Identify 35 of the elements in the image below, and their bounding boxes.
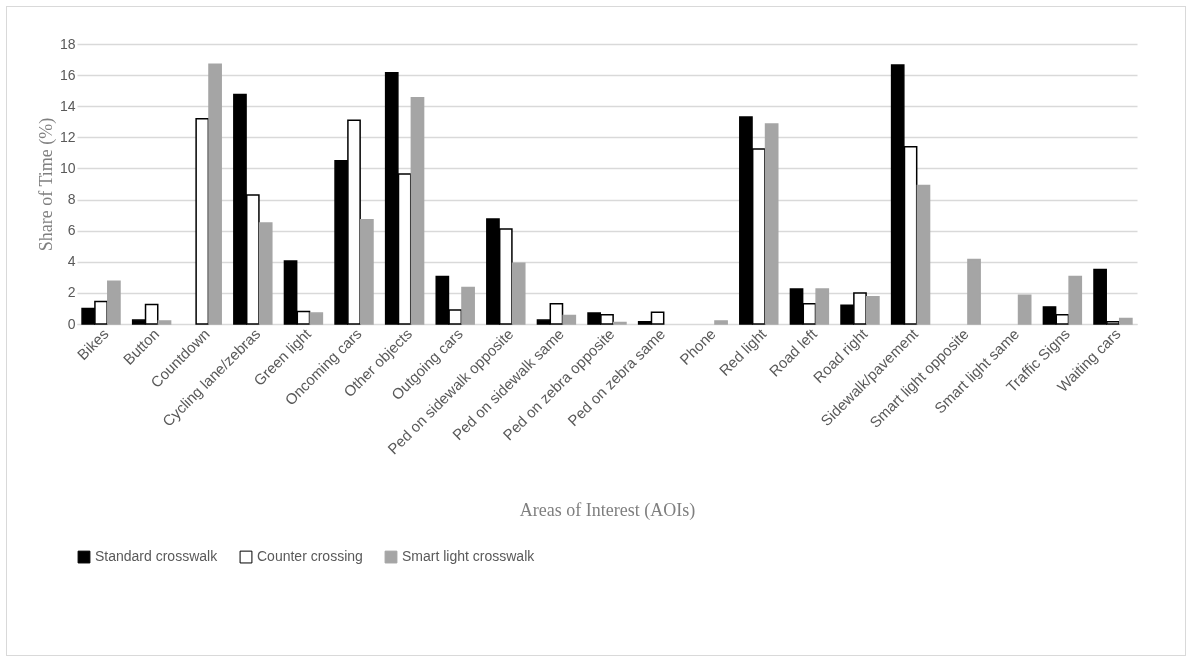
bar (360, 219, 374, 325)
bar (1017, 294, 1032, 325)
bar (208, 63, 222, 325)
bar (714, 320, 728, 325)
legend-label: Smart light crosswalk (402, 548, 536, 565)
y-tick-label: 8 (67, 191, 76, 208)
y-tick-label: 6 (67, 222, 76, 239)
y-tick-label: 14 (59, 97, 76, 114)
bar (410, 96, 425, 325)
x-axis-title: Areas of Interest (AOIs) (519, 500, 696, 522)
y-tick-label: 4 (67, 253, 76, 270)
bar (562, 314, 577, 325)
bar (865, 296, 880, 325)
y-tick-label: 10 (59, 159, 76, 176)
y-tick-label: 12 (59, 128, 76, 145)
legend-label: Counter crossing (257, 548, 363, 565)
bar (1118, 317, 1133, 325)
bar (967, 258, 981, 325)
bar (511, 262, 526, 325)
legend-label: Standard crosswalk (95, 548, 219, 565)
bar (195, 117, 210, 325)
bar (107, 280, 121, 325)
bar (157, 320, 172, 325)
bar (309, 312, 324, 325)
bar (815, 288, 830, 325)
y-tick-label: 18 (59, 35, 76, 52)
bar (764, 123, 779, 325)
bar (1068, 275, 1083, 325)
y-tick-label: 16 (59, 66, 76, 83)
y-axis-title: Share of Time (%) (35, 117, 57, 252)
y-tick-label: 2 (67, 284, 76, 301)
y-tick-label: 0 (67, 315, 76, 332)
bar (461, 286, 475, 325)
bar (916, 184, 931, 325)
bar (258, 222, 273, 325)
